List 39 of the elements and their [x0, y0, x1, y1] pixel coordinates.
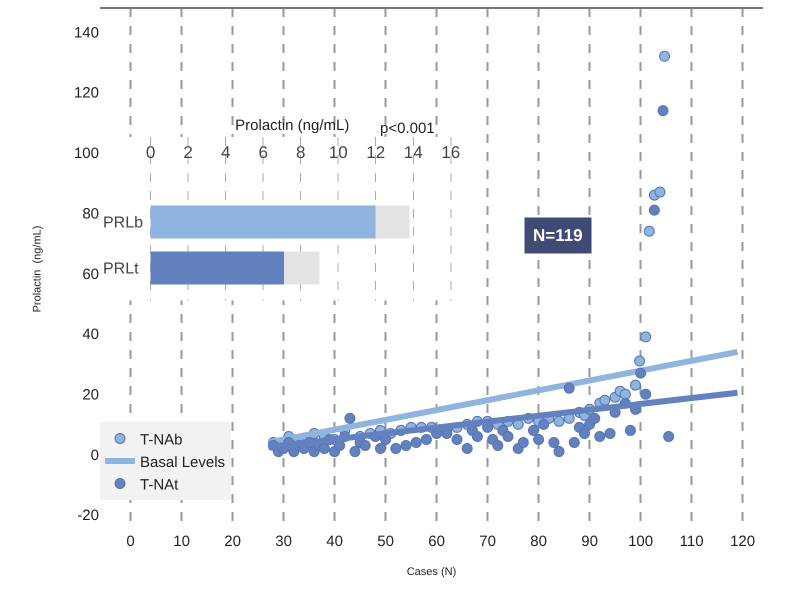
x-tick-label: 0	[146, 142, 156, 162]
y-tick-label: 0	[90, 446, 99, 464]
x-tick-label: 110	[680, 533, 704, 550]
x-tick-label: 6	[258, 142, 268, 162]
legend-label: T-NAb	[140, 431, 183, 448]
x-tick-label: 90	[581, 533, 598, 550]
y-tick-label: 60	[82, 266, 99, 283]
x-tick-label: 12	[366, 142, 386, 162]
x-tick-label: 120	[730, 533, 756, 550]
y-tick-label: -20	[77, 507, 99, 524]
y-axis-title: Prolactin (ng/mL)	[32, 226, 44, 312]
x-tick-label: 20	[224, 533, 241, 550]
annotation: p<0.001	[380, 120, 435, 137]
x-tick-label: 8	[296, 142, 306, 162]
y-tick-label: PRLb	[103, 214, 144, 232]
x-tick-label: 10	[173, 533, 190, 550]
x-tick-label: 60	[428, 533, 445, 550]
x-tick-label: 70	[479, 533, 496, 550]
legend-label: Basal Levels	[140, 454, 226, 471]
x-tick-label: 16	[441, 142, 460, 162]
y-tick-label: 40	[82, 326, 99, 344]
x-axis-title: Prolactin (ng/mL)	[235, 117, 350, 134]
x-axis-title: Cases (N)	[406, 566, 456, 578]
y-tick-label: PRLt	[103, 260, 140, 278]
x-tick-label: 4	[220, 142, 230, 162]
annotation: N=119	[533, 226, 583, 245]
x-tick-label: 10	[328, 142, 348, 162]
x-tick-label: 2	[183, 142, 193, 162]
y-tick-label: 80	[82, 205, 99, 222]
y-tick-label: 20	[82, 386, 99, 404]
y-tick-label: 120	[74, 84, 99, 102]
y-tick-label: 140	[74, 24, 99, 42]
x-tick-label: 40	[326, 533, 343, 550]
x-tick-label: 14	[404, 142, 423, 162]
x-tick-label: 30	[275, 533, 292, 550]
x-tick-label: 80	[530, 533, 547, 550]
x-tick-label: 50	[377, 533, 394, 550]
x-tick-label: 100	[628, 533, 654, 550]
legend-label: T-NAt	[140, 476, 180, 494]
